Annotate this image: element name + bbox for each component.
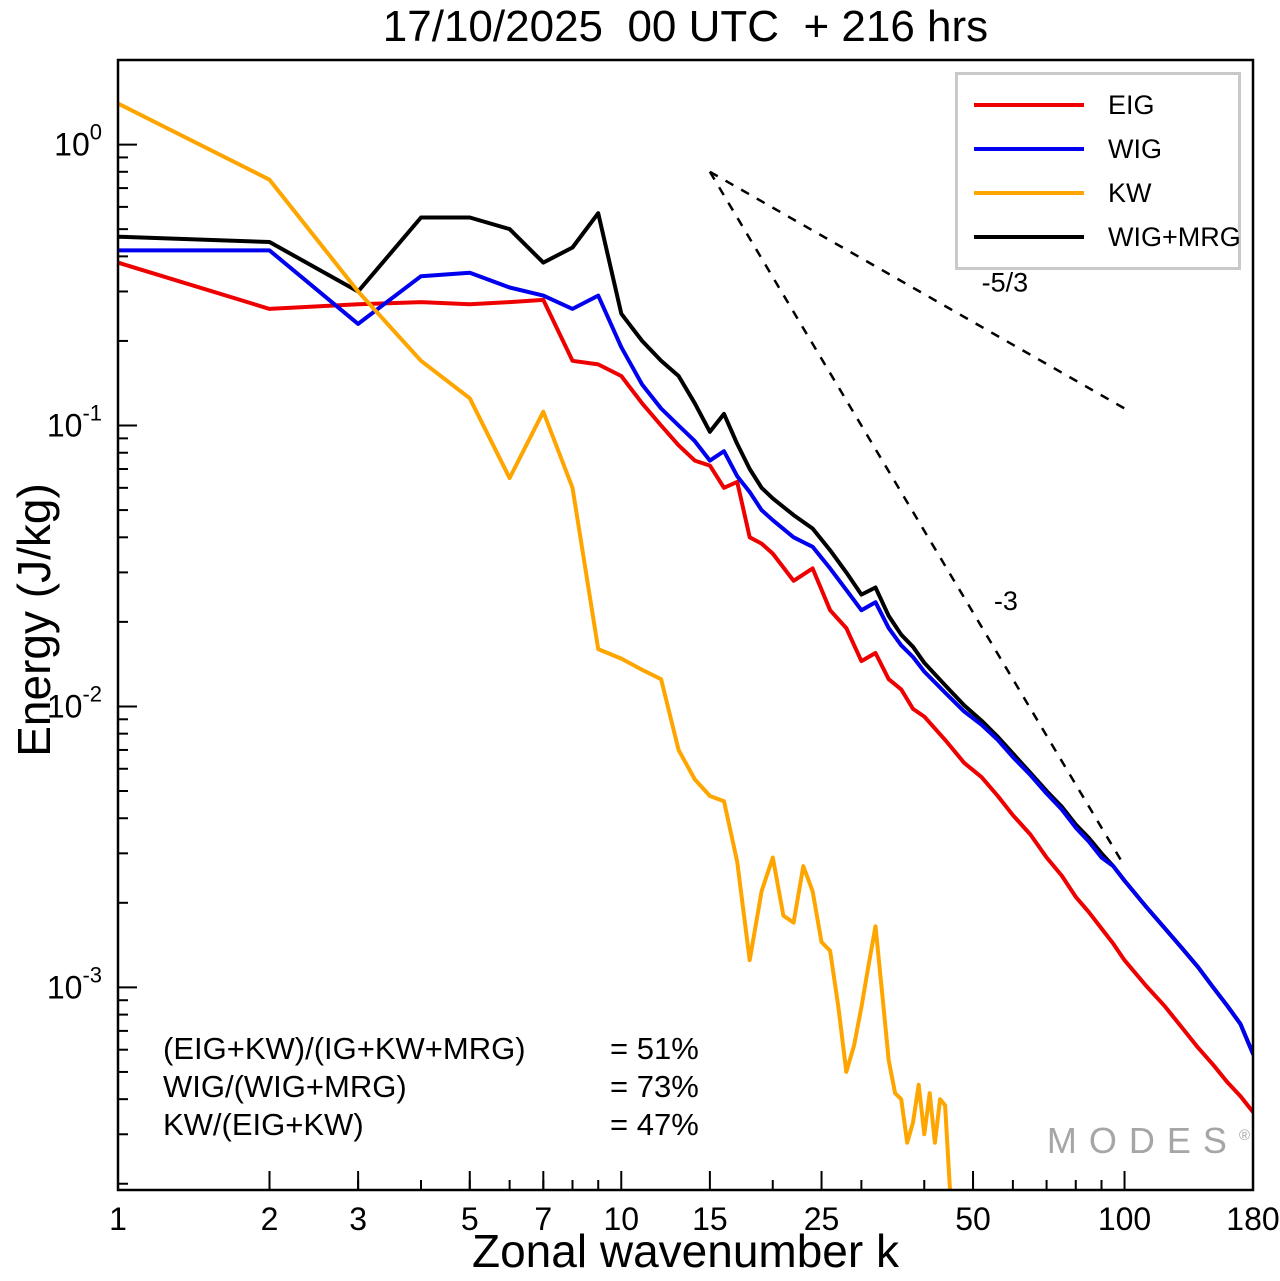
x-axis-tick-labels: 1 2 3 5 7 10 15 25 50 100 180: [109, 1201, 1280, 1237]
ratio-formula-2: WIG/(WIG+MRG): [163, 1069, 407, 1104]
slope-reference-line-1: [709, 170, 1126, 410]
series-line-wig-mrg: [118, 211, 1253, 1056]
legend-line-eig: [974, 103, 1084, 107]
legend-line-wig-mrg: [974, 235, 1084, 239]
legend-item-kw: KW: [958, 171, 1238, 215]
slope-label-1: -5/3: [982, 267, 1029, 297]
series-line-wig: [118, 248, 1253, 1056]
plot-frame: [116, 58, 1255, 1192]
svg-text:10-3: 10-3: [47, 962, 102, 1005]
svg-text:5: 5: [461, 1201, 479, 1237]
legend-item-eig: EIG: [958, 83, 1238, 127]
legend-label-eig: EIG: [1108, 89, 1155, 120]
legend-label-wig: WIG: [1108, 133, 1162, 164]
series-line-eig: [118, 260, 1253, 1114]
registered-mark-icon: ®: [1238, 1127, 1250, 1144]
svg-text:1: 1: [109, 1201, 127, 1237]
legend: EIG WIG KW WIG+MRG: [955, 72, 1241, 270]
svg-text:100: 100: [1098, 1201, 1151, 1237]
ratio-value-3: = 47%: [610, 1107, 699, 1142]
chart-title: 17/10/2025 00 UTC + 216 hrs: [382, 2, 989, 51]
ratio-annotations: (EIG+KW)/(IG+KW+MRG) = 51% WIG/(WIG+MRG)…: [163, 1030, 699, 1143]
y-axis-ticks: [118, 143, 137, 1185]
x-axis-label: Zonal wavenumber k: [472, 1225, 899, 1277]
slope-reference-line-2: [708, 171, 1126, 867]
legend-item-wig-mrg: WIG+MRG: [958, 215, 1241, 259]
svg-text:10-1: 10-1: [47, 401, 102, 444]
svg-text:50: 50: [955, 1201, 991, 1237]
legend-item-wig: WIG: [958, 127, 1238, 171]
svg-text:100: 100: [54, 120, 102, 163]
svg-text:25: 25: [804, 1201, 840, 1237]
svg-text:2: 2: [261, 1201, 279, 1237]
slope-label-2: -3: [994, 586, 1018, 616]
svg-text:15: 15: [692, 1201, 728, 1237]
modes-watermark-text: MODES: [1046, 1120, 1239, 1161]
x-axis-ticks: [117, 1171, 1254, 1190]
ratio-formula-1: (EIG+KW)/(IG+KW+MRG): [163, 1031, 526, 1066]
ratio-value-2: = 73%: [610, 1069, 699, 1104]
svg-text:3: 3: [349, 1201, 367, 1237]
svg-text:10: 10: [603, 1201, 639, 1237]
ratio-value-1: = 51%: [610, 1031, 699, 1066]
legend-label-wig-mrg: WIG+MRG: [1108, 221, 1241, 252]
ratio-formula-3: KW/(EIG+KW): [163, 1107, 364, 1142]
legend-label-kw: KW: [1108, 177, 1152, 208]
svg-text:180: 180: [1226, 1201, 1279, 1237]
y-axis-label: Energy (J/kg): [8, 483, 60, 757]
legend-line-kw: [974, 191, 1084, 195]
series-line-kw: [118, 101, 952, 1190]
legend-line-wig: [974, 147, 1084, 151]
svg-text:7: 7: [534, 1201, 552, 1237]
modes-watermark: MODES®: [1047, 1120, 1250, 1162]
